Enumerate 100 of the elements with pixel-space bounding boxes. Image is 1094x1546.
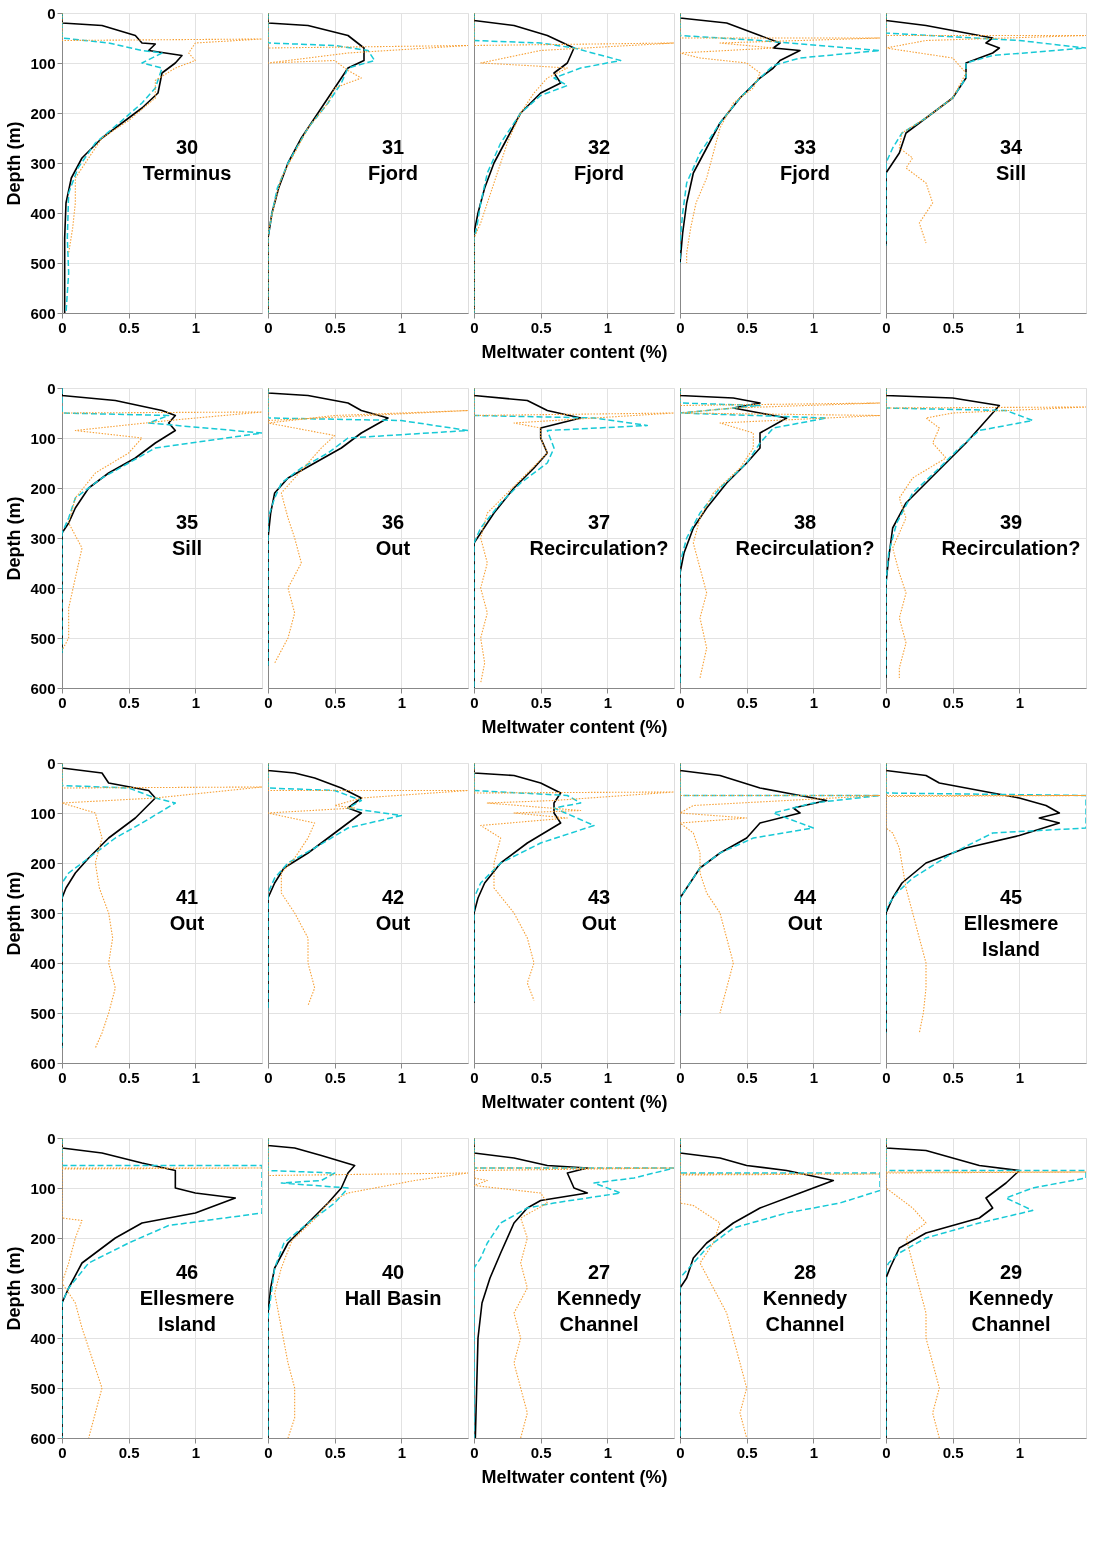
y-tick-label: 200 (30, 104, 56, 122)
y-tick-label: 600 (30, 1054, 56, 1072)
x-tick-label: 1 (191, 693, 201, 711)
y-tick-label: 0 (47, 1129, 56, 1147)
annotation: 43 Out (581, 886, 617, 934)
annotation: 37 Recirculation? (529, 511, 669, 559)
x-tick-label: 1 (603, 1443, 613, 1461)
x-tick-label: 1 (397, 318, 407, 336)
y-tick-label: 0 (47, 379, 56, 397)
x-tick-label: 1 (809, 318, 819, 336)
x-tick-label: 0 (264, 318, 273, 336)
x-tick-label: 0.5 (736, 318, 758, 336)
annotation: 45 Ellesmere Island (963, 886, 1059, 960)
x-tick-label: 1 (191, 318, 201, 336)
annotation: 36 Out (375, 511, 411, 559)
y-tick-label: 200 (30, 479, 56, 497)
line-series (62, 763, 262, 1049)
y-tick-label: 400 (30, 204, 56, 222)
x-tick-label: 0 (470, 693, 479, 711)
annotation: 40 Hall Basin (344, 1261, 442, 1309)
annotation: 33 Fjord (780, 136, 830, 184)
x-tick-label: 0.5 (942, 693, 964, 711)
x-tick-label: 0.5 (530, 318, 552, 336)
x-tick-label: 0.5 (118, 1068, 140, 1086)
y-tick-label: 600 (30, 304, 56, 322)
x-tick-label: 0.5 (736, 1443, 758, 1461)
x-tick-label: 0.5 (324, 318, 346, 336)
x-tick-label: 1 (397, 1068, 407, 1086)
x-tick-label: 1 (1015, 318, 1025, 336)
x-tick-label: 1 (191, 1068, 201, 1086)
y-tick-label: 100 (30, 429, 56, 447)
x-tick-label: 0.5 (530, 693, 552, 711)
annotation: 35 Sill (171, 511, 203, 559)
x-tick-label: 0.5 (736, 693, 758, 711)
x-tick-label: 0.5 (324, 1443, 346, 1461)
y-tick-label: 0 (47, 4, 56, 22)
x-tick-label: 0 (58, 693, 67, 711)
x-tick-label: 0 (264, 1443, 273, 1461)
x-axis-title: Meltwater content (%) (481, 716, 668, 737)
x-tick-label: 0.5 (942, 1443, 964, 1461)
x-tick-label: 0.5 (324, 1068, 346, 1086)
x-tick-label: 0 (470, 1068, 479, 1086)
x-tick-label: 1 (809, 1068, 819, 1086)
y-axis-title: Depth (m) (4, 496, 25, 581)
x-tick-label: 0.5 (324, 693, 346, 711)
y-tick-label: 400 (30, 954, 56, 972)
x-tick-label: 0.5 (530, 1443, 552, 1461)
y-tick-label: 500 (30, 629, 56, 647)
y-tick-label: 100 (30, 804, 56, 822)
annotation: 41 Out (169, 886, 205, 934)
x-tick-label: 0.5 (942, 1068, 964, 1086)
y-tick-label: 300 (30, 904, 56, 922)
x-tick-label: 1 (603, 1068, 613, 1086)
y-tick-label: 300 (30, 154, 56, 172)
y-tick-label: 500 (30, 1004, 56, 1022)
x-tick-label: 0 (882, 1068, 891, 1086)
y-tick-label: 100 (30, 54, 56, 72)
x-tick-label: 1 (809, 693, 819, 711)
x-tick-label: 1 (809, 1443, 819, 1461)
annotation: 29 Kennedy Channel (968, 1261, 1055, 1335)
x-tick-label: 0 (676, 1068, 685, 1086)
x-tick-label: 1 (603, 693, 613, 711)
y-tick-label: 500 (30, 1379, 56, 1397)
x-tick-label: 0.5 (942, 318, 964, 336)
y-tick-label: 200 (30, 854, 56, 872)
y-tick-label: 0 (47, 754, 56, 772)
y-tick-label: 400 (30, 579, 56, 597)
y-axis-title: Depth (m) (4, 871, 25, 956)
annotation: 28 Kennedy Channel (762, 1261, 849, 1335)
x-tick-label: 0 (676, 1443, 685, 1461)
x-tick-label: 0 (470, 318, 479, 336)
y-tick-label: 300 (30, 529, 56, 547)
x-axis-title: Meltwater content (%) (481, 1466, 668, 1487)
y-tick-label: 200 (30, 1229, 56, 1247)
y-tick-label: 600 (30, 1429, 56, 1447)
x-tick-label: 0 (676, 318, 685, 336)
x-tick-label: 0 (264, 693, 273, 711)
x-tick-label: 0 (58, 1068, 67, 1086)
annotation: 39 Recirculation? (941, 511, 1081, 559)
y-axis-title: Depth (m) (4, 121, 25, 206)
x-tick-label: 1 (397, 1443, 407, 1461)
x-tick-label: 0.5 (118, 693, 140, 711)
x-tick-label: 0 (882, 1443, 891, 1461)
x-tick-label: 0 (58, 318, 67, 336)
x-tick-label: 0.5 (118, 1443, 140, 1461)
x-tick-label: 0 (882, 693, 891, 711)
y-tick-label: 600 (30, 679, 56, 697)
annotation: 31 Fjord (368, 136, 418, 184)
x-tick-label: 1 (1015, 1443, 1025, 1461)
y-tick-label: 300 (30, 1279, 56, 1297)
y-tick-label: 500 (30, 254, 56, 272)
annotation: 44 Out (787, 886, 823, 934)
x-tick-label: 1 (1015, 1068, 1025, 1086)
y-tick-label: 400 (30, 1329, 56, 1347)
annotation: 30 Terminus (142, 136, 232, 184)
x-tick-label: 0 (264, 1068, 273, 1086)
y-tick-label: 100 (30, 1179, 56, 1197)
annotation: 46 Ellesmere Island (139, 1261, 235, 1335)
line-series (62, 13, 262, 254)
annotation: 32 Fjord (574, 136, 624, 184)
